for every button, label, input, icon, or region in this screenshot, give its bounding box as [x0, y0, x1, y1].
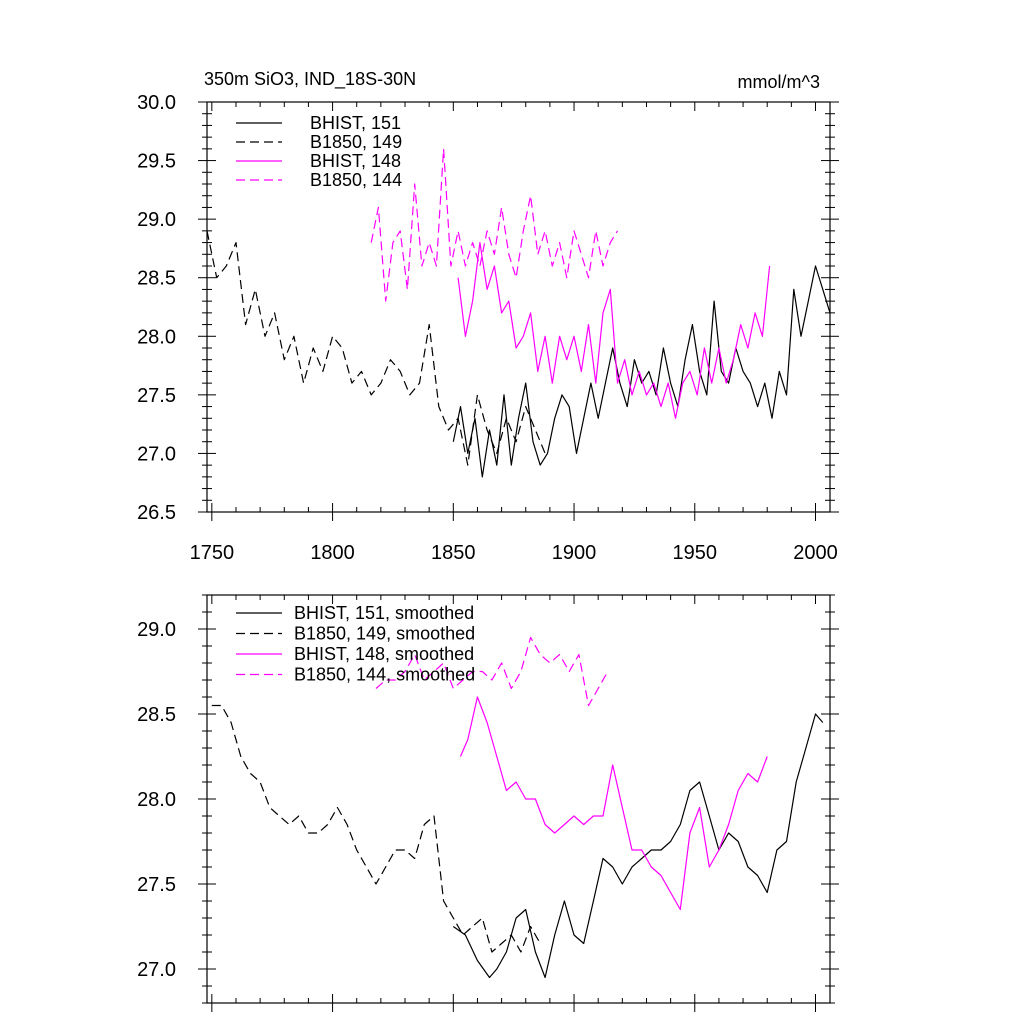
- units-label: mmol/m^3: [738, 72, 820, 92]
- y-tick-label: 29.5: [137, 151, 176, 173]
- legend-label: B1850, 144, smoothed: [294, 665, 475, 685]
- legend-label: BHIST, 148: [310, 151, 401, 171]
- y-tick-label: 28.5: [137, 268, 176, 290]
- legend-label: B1850, 149: [310, 132, 402, 152]
- legend-label: BHIST, 148, smoothed: [294, 644, 474, 664]
- top-panel: 1750 1800 1850 1900 1950 2000 26.5 27.0 27.5 28.0…: [137, 92, 839, 564]
- chart-title: 350m SiO3, IND_18S-30N: [204, 69, 416, 90]
- x-tick-label: 1850: [431, 542, 476, 564]
- legend-label: BHIST, 151, smoothed: [294, 603, 474, 623]
- series-line: [370, 148, 619, 302]
- series-line: [211, 704, 541, 953]
- x-tick-label: 1900: [552, 542, 597, 564]
- y-tick-label: 29.0: [137, 619, 176, 641]
- series-line: [452, 713, 824, 979]
- y-tick-label: 29.0: [137, 209, 176, 231]
- bottom-panel: 27.0 27.5 28.0 28.5 29.0 BHIST, 151, smoothed…: [137, 594, 839, 1012]
- y-tick-label: 27.5: [137, 385, 176, 407]
- series-line: [375, 636, 609, 707]
- series-line: [452, 265, 831, 478]
- y-tick-label: 28.5: [137, 704, 176, 726]
- y-tick-label: 27.0: [137, 443, 176, 465]
- y-tick-label: 27.0: [137, 959, 176, 981]
- x-tick-label: 2000: [793, 542, 838, 564]
- y-tick-label: 28.0: [137, 789, 176, 811]
- y-tick-label: 27.5: [137, 874, 176, 896]
- y-tick-label: 28.0: [137, 326, 176, 348]
- y-tick-label: 26.5: [137, 502, 176, 524]
- x-tick-label: 1750: [190, 542, 235, 564]
- legend-label: BHIST, 151: [310, 113, 401, 133]
- legend-label: B1850, 149, smoothed: [294, 624, 475, 644]
- series-line: [206, 230, 546, 466]
- plot-frame: [206, 101, 831, 513]
- legend-label: B1850, 144: [310, 170, 402, 190]
- series-line: [459, 696, 768, 911]
- x-tick-label: 1800: [310, 542, 355, 564]
- series-line: [457, 242, 771, 419]
- y-tick-label: 30.0: [137, 92, 176, 114]
- x-tick-label: 1950: [673, 542, 718, 564]
